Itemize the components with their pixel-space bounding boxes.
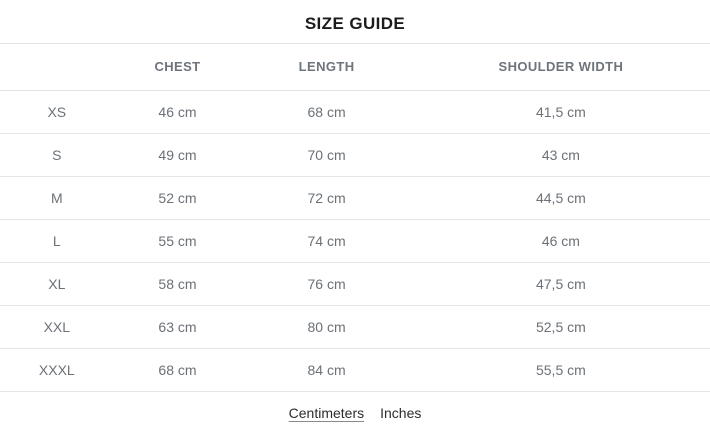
table-row: XL 58 cm 76 cm 47,5 cm: [0, 262, 710, 306]
size-label: XXXL: [0, 348, 114, 392]
header-size: [0, 43, 114, 91]
chest-value: 49 cm: [113, 133, 242, 177]
page-title: SIZE GUIDE: [304, 14, 406, 33]
shoulder-width-value: 55,5 cm: [411, 348, 710, 392]
table-row: M 52 cm 72 cm 44,5 cm: [0, 176, 710, 220]
shoulder-width-value: 47,5 cm: [411, 262, 710, 306]
shoulder-width-value: 41,5 cm: [411, 90, 710, 134]
shoulder-width-value: 52,5 cm: [411, 305, 710, 349]
size-label: L: [0, 219, 114, 263]
table-row: S 49 cm 70 cm 43 cm: [0, 133, 710, 177]
size-label: XXL: [0, 305, 114, 349]
table-row: XS 46 cm 68 cm 41,5 cm: [0, 90, 710, 134]
chest-value: 68 cm: [113, 348, 242, 392]
table-row: XXL 63 cm 80 cm 52,5 cm: [0, 305, 710, 349]
length-value: 68 cm: [241, 90, 412, 134]
length-value: 80 cm: [241, 305, 412, 349]
chest-value: 55 cm: [113, 219, 242, 263]
table-header-row: CHEST LENGTH SHOULDER WIDTH: [0, 43, 710, 91]
table-row: L 55 cm 74 cm 46 cm: [0, 219, 710, 263]
chest-value: 46 cm: [113, 90, 242, 134]
chest-value: 58 cm: [113, 262, 242, 306]
unit-option-centimeters[interactable]: Centimeters: [288, 405, 365, 421]
size-label: XS: [0, 90, 114, 134]
size-label: M: [0, 176, 114, 220]
size-label: XL: [0, 262, 114, 306]
shoulder-width-value: 44,5 cm: [411, 176, 710, 220]
length-value: 84 cm: [241, 348, 412, 392]
length-value: 72 cm: [241, 176, 412, 220]
length-value: 70 cm: [241, 133, 412, 177]
header-shoulder-width: SHOULDER WIDTH: [411, 43, 710, 91]
shoulder-width-value: 43 cm: [411, 133, 710, 177]
table-row: XXXL 68 cm 84 cm 55,5 cm: [0, 348, 710, 392]
shoulder-width-value: 46 cm: [411, 219, 710, 263]
chest-value: 52 cm: [113, 176, 242, 220]
size-label: S: [0, 133, 114, 177]
unit-toggle: Centimeters Inches: [0, 392, 710, 422]
unit-option-inches[interactable]: Inches: [380, 405, 422, 421]
length-value: 76 cm: [241, 262, 412, 306]
length-value: 74 cm: [241, 219, 412, 263]
header-chest: CHEST: [113, 43, 242, 91]
size-table: CHEST LENGTH SHOULDER WIDTH XS 46 cm 68 …: [0, 43, 710, 392]
header-length: LENGTH: [241, 43, 412, 91]
chest-value: 63 cm: [113, 305, 242, 349]
